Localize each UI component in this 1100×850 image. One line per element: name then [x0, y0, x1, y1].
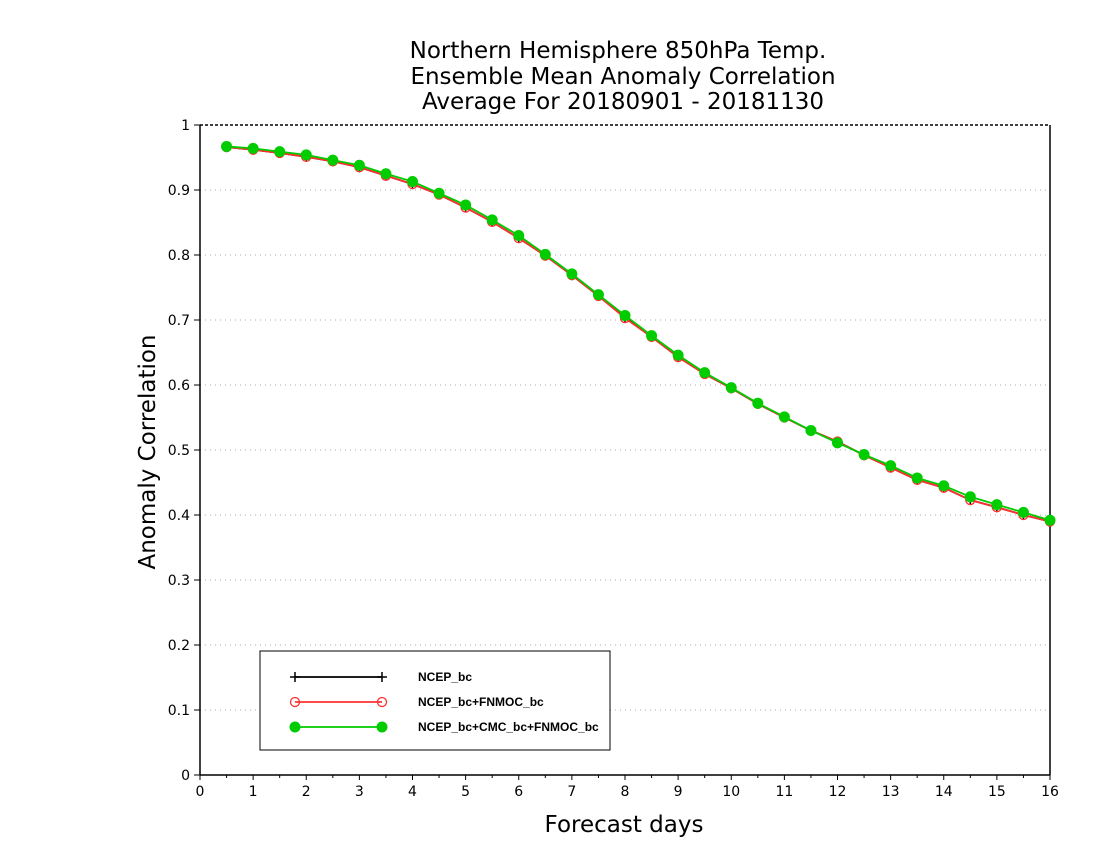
data-point — [592, 289, 604, 301]
data-point — [938, 480, 950, 492]
y-tick-label: 0.2 — [168, 638, 190, 654]
data-point — [486, 214, 498, 226]
data-point — [778, 411, 790, 423]
data-point — [885, 460, 897, 472]
x-tick-label: 7 — [567, 784, 576, 800]
legend-marker — [376, 696, 388, 708]
data-point — [407, 176, 418, 188]
legend-entry: NCEP_bc — [290, 670, 472, 684]
x-tick-label: 16 — [1041, 784, 1059, 800]
data-point — [911, 472, 923, 484]
chart-title-line-1: Northern Hemisphere 850hPa Temp. — [410, 38, 827, 64]
series-group — [221, 140, 1056, 527]
data-point — [274, 146, 286, 158]
x-tick-label: 6 — [514, 784, 523, 800]
legend-entry: NCEP_bc+CMC_bc+FNMOC_bc — [289, 720, 599, 734]
series-line — [226, 146, 1051, 523]
x-tick-label: 13 — [882, 784, 900, 800]
y-tick-label: 0.8 — [168, 248, 190, 264]
data-point — [460, 199, 472, 211]
y-axis-title: Anomaly Correlation — [135, 334, 161, 569]
series-3 — [221, 140, 1056, 526]
y-tick-label: 0.3 — [168, 573, 190, 589]
data-point — [725, 382, 737, 394]
legend-label: NCEP_bc — [418, 670, 472, 684]
data-point — [964, 491, 976, 503]
x-tick-label: 9 — [674, 784, 683, 800]
x-tick-label: 2 — [302, 784, 311, 800]
legend-label: NCEP_bc+FNMOC_bc — [418, 695, 544, 709]
legend-marker — [289, 721, 301, 733]
x-tick-label: 11 — [775, 784, 793, 800]
data-point — [247, 142, 259, 154]
gridlines — [200, 189, 1050, 711]
data-point — [858, 449, 870, 461]
x-tick-label: 1 — [249, 784, 258, 800]
x-tick-label: 0 — [196, 784, 205, 800]
data-point — [699, 367, 711, 379]
y-tick-label: 0.9 — [168, 183, 190, 199]
y-tick-label: 1 — [181, 118, 190, 134]
data-point — [300, 149, 312, 161]
series-1 — [221, 142, 1055, 527]
y-tick-label: 0.1 — [168, 703, 190, 719]
x-tick-label: 3 — [355, 784, 364, 800]
data-point — [991, 499, 1003, 511]
series-line — [226, 146, 1051, 523]
data-point — [221, 140, 233, 152]
data-point — [327, 154, 339, 166]
x-tick-label: 15 — [988, 784, 1006, 800]
legend: NCEP_bc NCEP_bc+FNMOC_bc NCEP_bc+CMC_bc+FN… — [259, 650, 611, 751]
data-point — [433, 187, 445, 199]
series-2 — [221, 141, 1056, 527]
y-tick-label: 0.5 — [168, 443, 190, 459]
y-tick-label: 0.4 — [168, 508, 190, 524]
data-point — [805, 425, 817, 436]
series-line — [226, 145, 1051, 522]
legend-label: NCEP_bc+CMC_bc+FNMOC_bc — [418, 720, 599, 734]
data-point — [539, 248, 551, 260]
data-point — [832, 437, 843, 449]
x-tick-label: 12 — [829, 784, 847, 800]
x-tick-label: 8 — [621, 784, 630, 800]
data-point — [566, 268, 578, 280]
x-tick-label: 10 — [722, 784, 740, 800]
legend-entry: NCEP_bc+FNMOC_bc — [289, 695, 544, 709]
data-point — [1044, 514, 1056, 526]
tick-labels: 00.10.20.30.40.50.60.70.80.910 1 2 3 4 5 6 7 8 9 1… — [168, 118, 1059, 800]
legend-marker — [290, 672, 300, 682]
legend-box — [259, 650, 611, 751]
chart-title-line-2: Ensemble Mean Anomaly Correlation — [410, 64, 835, 90]
y-tick-label: 0.7 — [168, 313, 190, 329]
legend-marker — [289, 696, 301, 708]
y-tick-label: 0 — [181, 768, 190, 784]
data-point — [672, 349, 684, 361]
x-tick-label: 14 — [935, 784, 953, 800]
x-axis-title: Forecast days — [545, 812, 704, 838]
legend-marker — [377, 672, 387, 682]
data-point — [646, 330, 658, 342]
legend-marker — [376, 721, 388, 733]
data-point — [1017, 506, 1029, 518]
chart-title-line-3: Average For 20180901 - 20181130 — [422, 89, 824, 115]
x-tick-label: 5 — [461, 784, 470, 800]
data-point — [619, 309, 631, 321]
x-tick-label: 4 — [408, 784, 417, 800]
data-point — [752, 397, 764, 409]
axes — [194, 124, 1051, 780]
data-point — [380, 168, 392, 180]
y-tick-label: 0.6 — [168, 378, 190, 394]
data-point — [513, 230, 525, 241]
data-point — [353, 159, 365, 171]
